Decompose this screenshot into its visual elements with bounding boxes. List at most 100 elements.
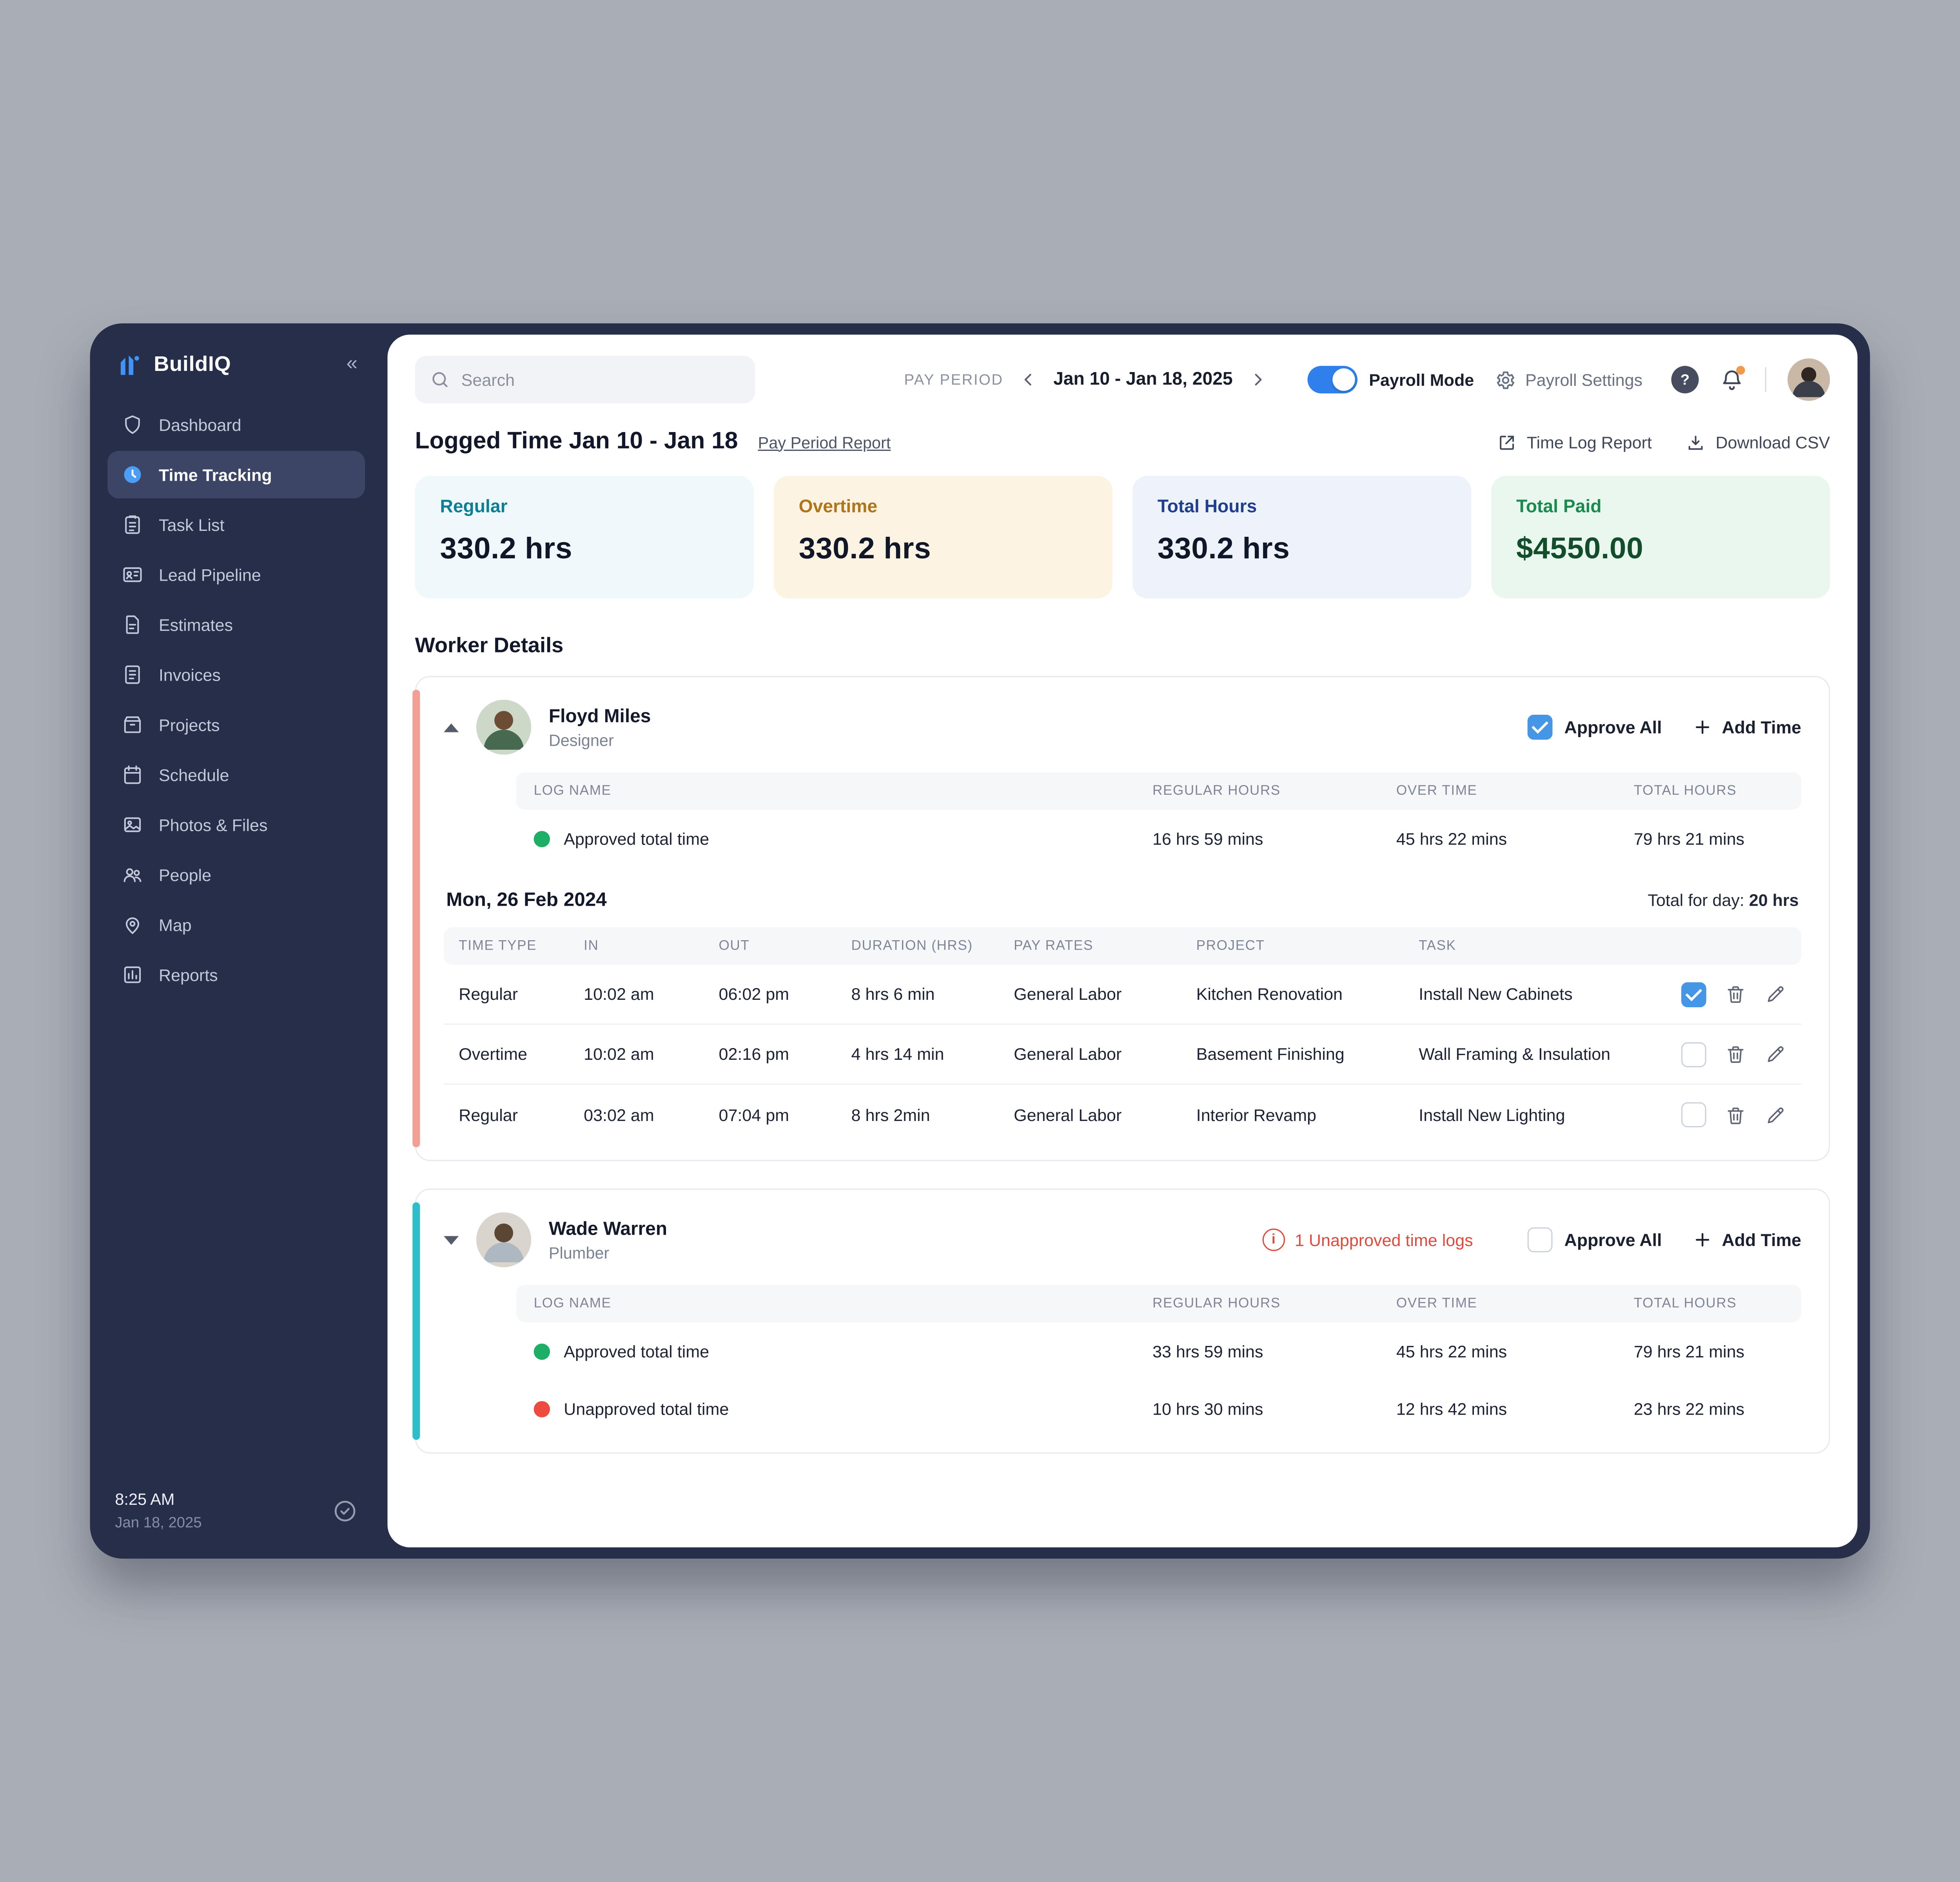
sidebar-item-map[interactable]: Map <box>107 901 365 948</box>
delete-button[interactable] <box>1725 983 1746 1005</box>
time-log-report-button[interactable]: Time Log Report <box>1498 433 1652 452</box>
sidebar-footer: 8:25 AM Jan 18, 2025 <box>107 1490 365 1531</box>
sidebar-item-people[interactable]: People <box>107 851 365 898</box>
worker-avatar <box>476 699 532 755</box>
pay-period-selector: PAY PERIOD Jan 10 - Jan 18, 2025 <box>904 367 1270 392</box>
edit-button[interactable] <box>1765 1104 1786 1125</box>
duration-cell: 4 hrs 14 min <box>851 1045 944 1064</box>
sidebar-item-task-list[interactable]: Task List <box>107 501 365 549</box>
edit-button[interactable] <box>1765 983 1786 1005</box>
total-hours-cell: 79 hrs 21 mins <box>1633 1342 1745 1361</box>
day-total-value: 20 hrs <box>1749 891 1799 910</box>
log-name-cell: Approved total time <box>534 829 1152 848</box>
pay-period-report-link[interactable]: Pay Period Report <box>758 432 891 452</box>
log-row: Approved total time 16 hrs 59 mins 45 hr… <box>516 810 1801 867</box>
sidebar-item-invoices[interactable]: Invoices <box>107 651 365 698</box>
buildiq-logo <box>115 351 142 378</box>
sidebar: BuildIQ « Dashboard Time Tracking Task L… <box>90 323 383 1559</box>
main-content: PAY PERIOD Jan 10 - Jan 18, 2025 Payroll… <box>387 334 1858 1548</box>
sidebar-item-label: Invoices <box>158 665 221 684</box>
task-cell: Wall Framing & Insulation <box>1419 1045 1611 1064</box>
log-name-cell: Approved total time <box>534 1342 1152 1361</box>
status-dot <box>534 830 550 847</box>
approve-all-checkbox[interactable]: Approve All <box>1528 1227 1662 1253</box>
topbar: PAY PERIOD Jan 10 - Jan 18, 2025 Payroll… <box>388 334 1858 418</box>
row-actions <box>1649 1041 1786 1067</box>
worker-actions: Approve All Add Time <box>1528 714 1801 740</box>
expand-caret-icon[interactable] <box>444 1235 459 1244</box>
chevron-right-icon[interactable] <box>1245 367 1270 392</box>
sidebar-item-time-tracking[interactable]: Time Tracking <box>107 451 365 499</box>
notifications-button[interactable] <box>1720 365 1745 392</box>
user-avatar[interactable] <box>1787 358 1830 401</box>
overtime-cell: 45 hrs 22 mins <box>1396 829 1507 848</box>
time-type-cell: Overtime <box>459 1045 527 1064</box>
approve-all-checkbox[interactable]: Approve All <box>1528 714 1662 740</box>
sidebar-item-label: Task List <box>158 515 225 534</box>
stat-label: Regular <box>440 497 508 518</box>
approve-all-label: Approve All <box>1564 1230 1662 1250</box>
delete-button[interactable] <box>1725 1104 1746 1125</box>
payroll-mode-label: Payroll Mode <box>1369 370 1474 389</box>
total-hours-cell: 23 hrs 22 mins <box>1633 1399 1745 1418</box>
row-checkbox[interactable] <box>1681 981 1706 1007</box>
total-hours-cell: 79 hrs 21 mins <box>1633 829 1745 848</box>
approve-all-label: Approve All <box>1564 717 1662 738</box>
edit-button[interactable] <box>1765 1043 1786 1065</box>
project-cell: Kitchen Renovation <box>1196 985 1343 1004</box>
sidebar-item-label: Dashboard <box>158 415 241 434</box>
sidebar-item-label: Projects <box>158 715 220 734</box>
map-pin-icon <box>121 914 143 936</box>
checkbox[interactable] <box>1528 1227 1553 1253</box>
worker-role: Designer <box>548 730 614 749</box>
download-csv-button[interactable]: Download CSV <box>1687 433 1830 452</box>
sidebar-item-dashboard[interactable]: Dashboard <box>107 401 365 448</box>
checkbox[interactable] <box>1528 714 1553 740</box>
column-header: REGULAR HOURS <box>1152 783 1281 799</box>
row-checkbox[interactable] <box>1681 1041 1706 1067</box>
delete-button[interactable] <box>1725 1043 1746 1065</box>
project-cell: Interior Revamp <box>1196 1105 1316 1124</box>
payroll-settings-button[interactable]: Payroll Settings <box>1495 369 1642 390</box>
add-time-button[interactable]: Add Time <box>1694 717 1801 737</box>
stat-value: 330.2 hrs <box>799 532 931 566</box>
sidebar-collapse-button[interactable]: « <box>346 353 358 375</box>
overtime-cell: 45 hrs 22 mins <box>1396 1342 1507 1361</box>
pay-rate-cell: General Labor <box>1014 1105 1122 1124</box>
sidebar-item-lead-pipeline[interactable]: Lead Pipeline <box>107 551 365 598</box>
log-summary-table: LOG NAME REGULAR HOURS OVER TIME TOTAL H… <box>516 772 1802 867</box>
sidebar-item-photos-files[interactable]: Photos & Files <box>107 801 365 848</box>
payroll-mode-toggle[interactable]: Payroll Mode <box>1308 366 1474 394</box>
sidebar-item-estimates[interactable]: Estimates <box>107 601 365 649</box>
in-cell: 10:02 am <box>584 985 654 1004</box>
help-button[interactable]: ? <box>1671 366 1699 394</box>
time-entry-row: Overtime 10:02 am 02:16 pm 4 hrs 14 min … <box>444 1025 1802 1085</box>
search-icon <box>430 370 450 390</box>
check-circle-icon[interactable] <box>332 1498 358 1523</box>
chevron-left-icon[interactable] <box>1016 367 1041 392</box>
header-links: Time Log Report Download CSV <box>1498 433 1830 452</box>
sidebar-item-label: Reports <box>158 965 218 985</box>
row-checkbox[interactable] <box>1681 1102 1706 1128</box>
toggle-switch[interactable] <box>1308 366 1358 394</box>
invoice-icon <box>121 663 143 686</box>
sidebar-item-label: Estimates <box>158 615 233 634</box>
search-box[interactable] <box>415 356 755 403</box>
time-entries-header: TIME TYPE IN OUT DURATION (HRS) PAY RATE… <box>444 927 1802 965</box>
collapse-caret-icon[interactable] <box>444 723 459 732</box>
pay-period-value: Jan 10 - Jan 18, 2025 <box>1053 369 1233 390</box>
sidebar-item-schedule[interactable]: Schedule <box>107 751 365 798</box>
sidebar-item-projects[interactable]: Projects <box>107 701 365 748</box>
day-header: Mon, 26 Feb 2024 Total for day: 20 hrs <box>444 890 1801 912</box>
stat-card-total-paid: Total Paid $4550.00 <box>1491 476 1830 599</box>
column-header: TASK <box>1419 938 1456 954</box>
sidebar-item-reports[interactable]: Reports <box>107 951 365 999</box>
search-input[interactable] <box>461 370 740 389</box>
stat-value: 330.2 hrs <box>1157 532 1290 566</box>
document-pencil-icon <box>121 614 143 636</box>
add-time-button[interactable]: Add Time <box>1694 1230 1801 1250</box>
in-cell: 03:02 am <box>584 1105 654 1124</box>
column-header: IN <box>584 938 599 954</box>
stat-card-overtime: Overtime 330.2 hrs <box>773 476 1113 599</box>
clock-icon <box>121 463 143 486</box>
